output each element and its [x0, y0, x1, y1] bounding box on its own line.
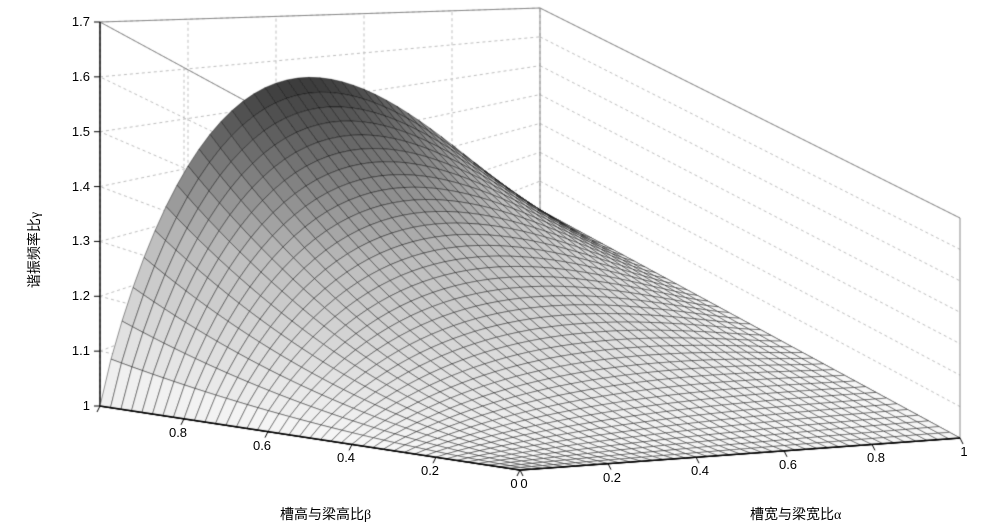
tick-label: 1.2 [72, 288, 90, 303]
tick-label: 1 [960, 444, 967, 459]
tick-label: 0.6 [253, 438, 271, 453]
tick-label: 1.3 [72, 233, 90, 248]
tick-label: 0.8 [867, 450, 885, 465]
tick-label: 0.2 [421, 463, 439, 478]
tick-label: 1.6 [72, 69, 90, 84]
tick-label: 1.1 [72, 343, 90, 358]
tick-label: 1.4 [72, 179, 90, 194]
tick-label: 0.6 [779, 457, 797, 472]
alpha-axis-label: 槽宽与梁宽比α [750, 504, 841, 524]
beta-axis-label: 槽高与梁高比β [280, 504, 371, 524]
surface-canvas [0, 0, 1000, 524]
tick-label: 0.4 [691, 463, 709, 478]
tick-label: 0 [520, 476, 527, 491]
tick-label: 1.5 [72, 124, 90, 139]
z-axis-label: 谐振频率比γ [24, 212, 44, 288]
chart-container: 谐振频率比γ 槽高与梁高比β 槽宽与梁宽比α 1 1.1 1.2 1.3 1.4 1.5 1… [0, 0, 1000, 524]
tick-label: 0.4 [337, 450, 355, 465]
tick-label: 0.8 [169, 425, 187, 440]
tick-label: 1.7 [72, 14, 90, 29]
tick-label: 0.2 [603, 470, 621, 485]
tick-label: 1 [83, 398, 90, 413]
tick-label: 0 [510, 476, 517, 491]
